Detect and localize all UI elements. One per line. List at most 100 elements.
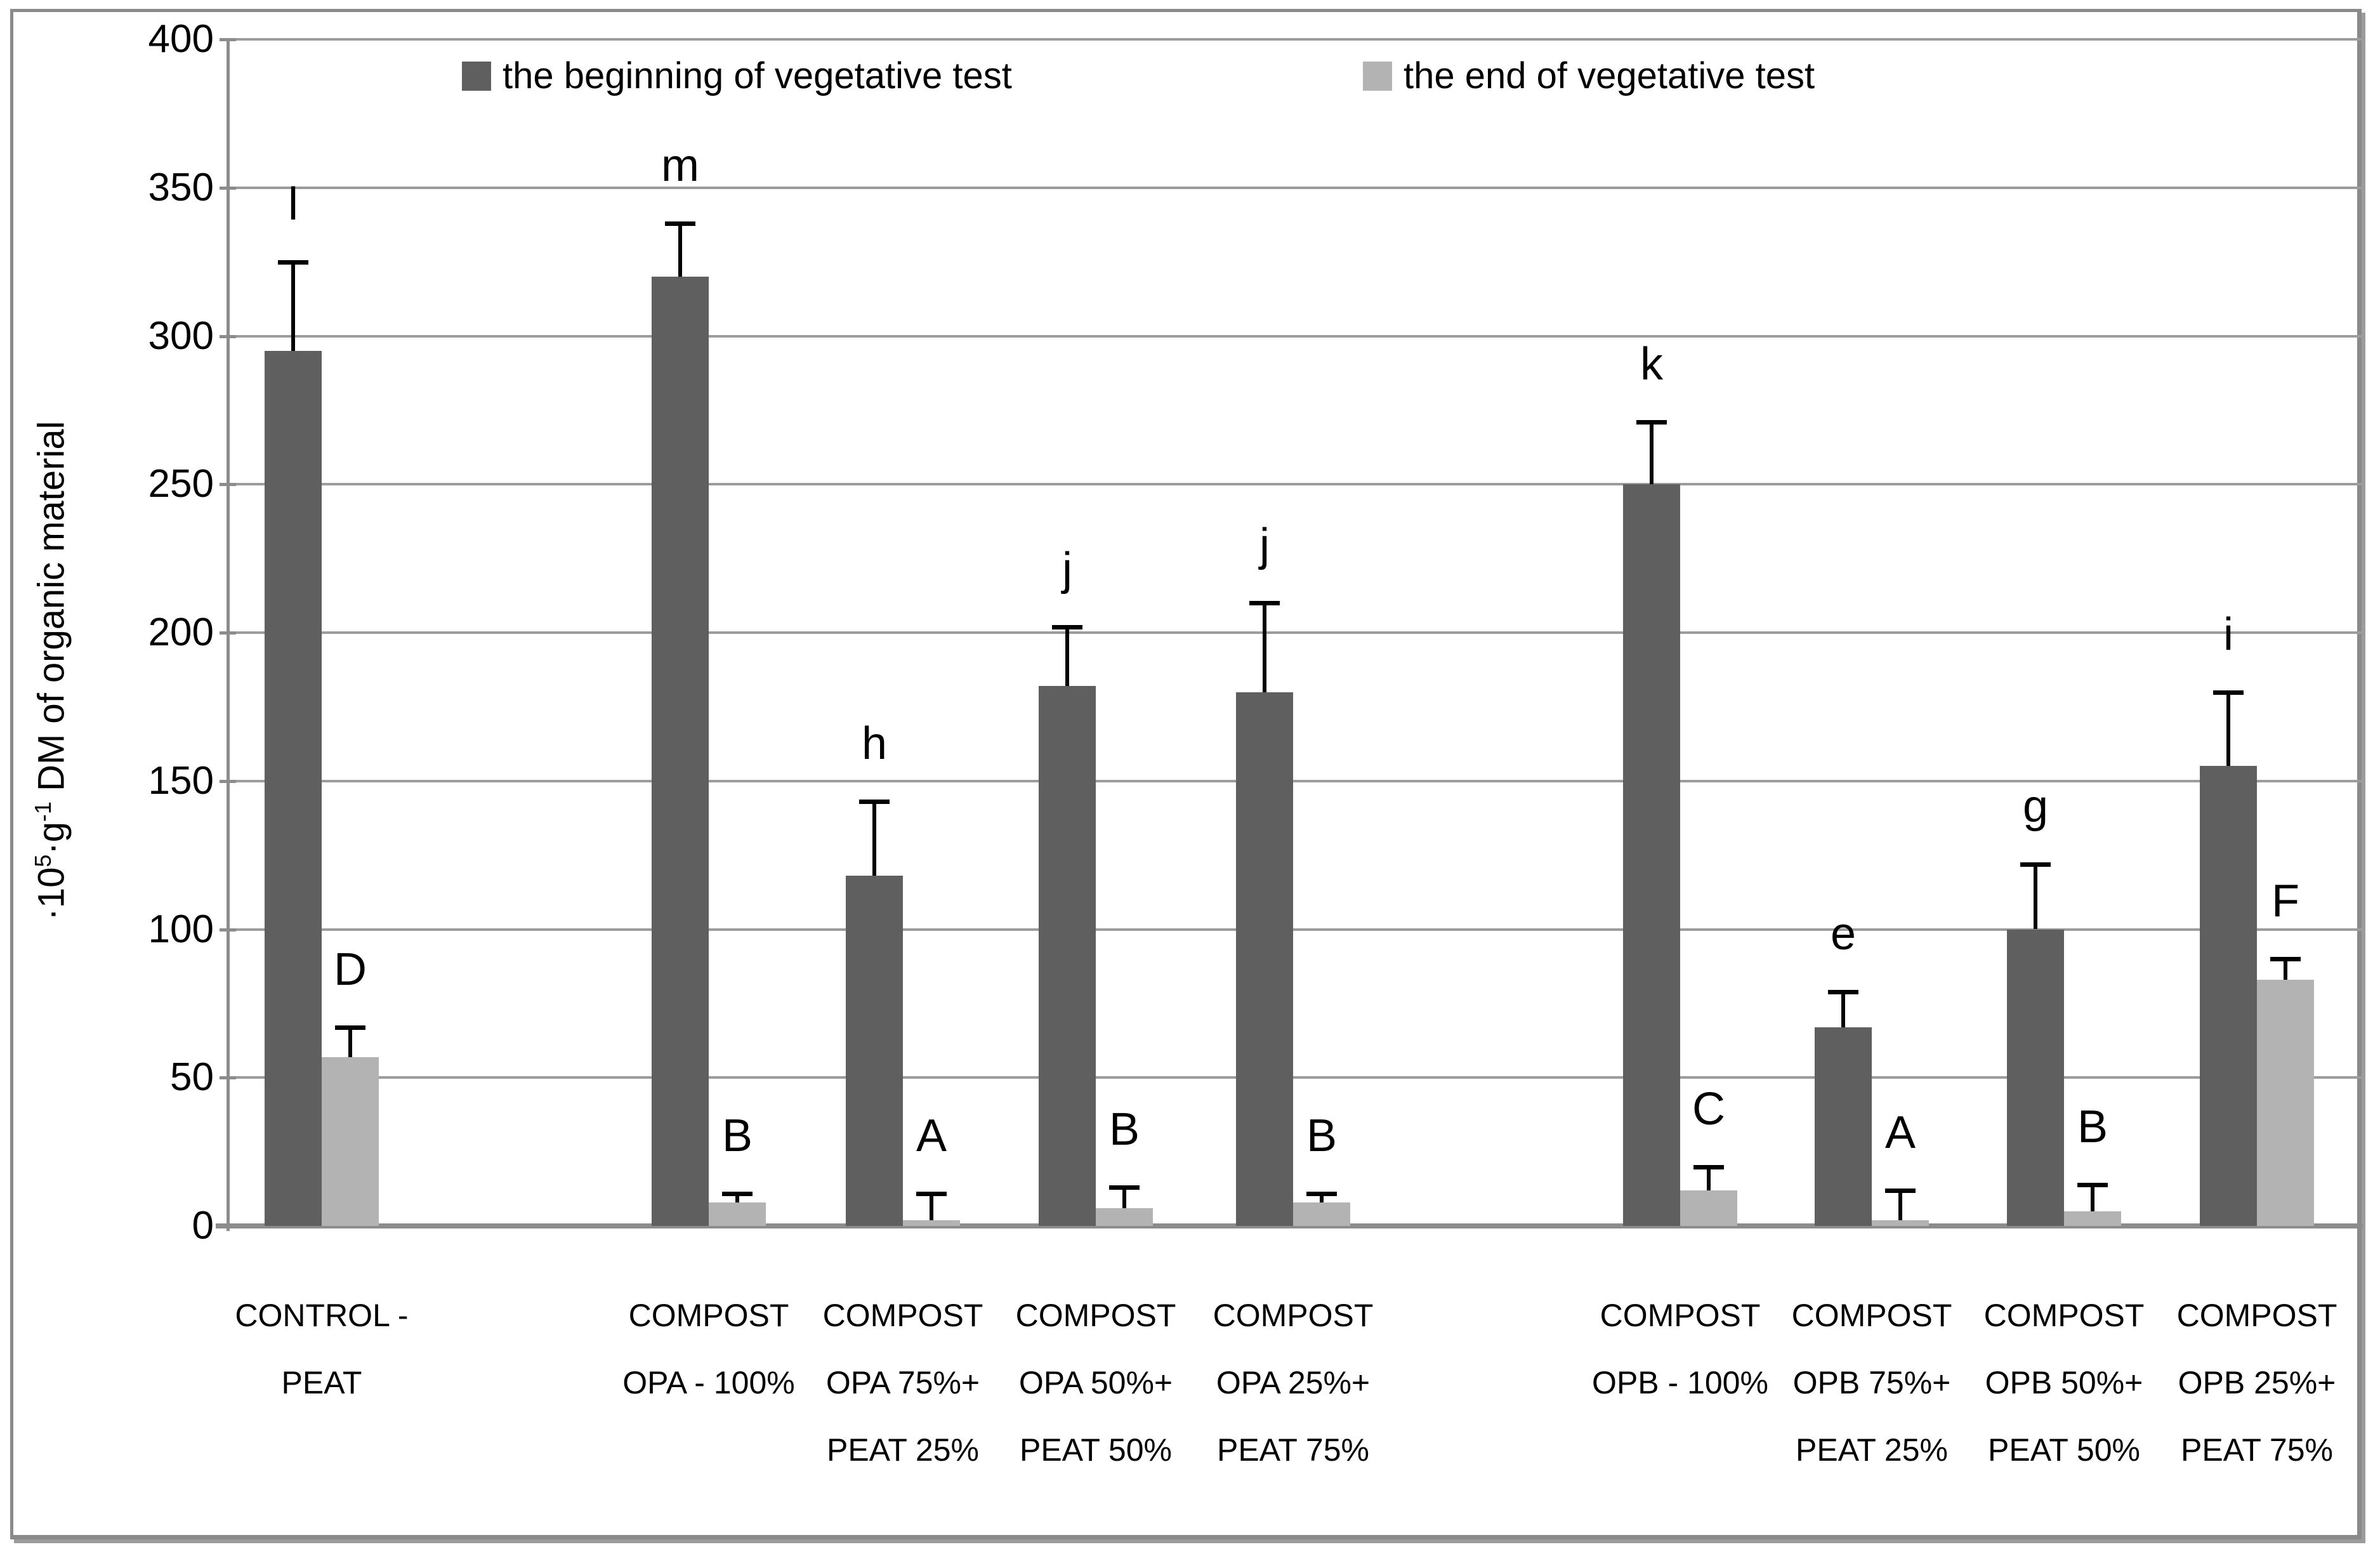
gridline-250 [227, 483, 2363, 486]
significance-letter-0-2: h [861, 718, 888, 770]
significance-letter-1-1: B [721, 1110, 753, 1161]
error-bar-1-0 [348, 1027, 352, 1057]
error-bar-0-0 [291, 261, 295, 351]
significance-letter-1-7: B [2077, 1101, 2108, 1152]
bar-end-2 [903, 1220, 960, 1226]
error-bar-1-8 [2284, 959, 2287, 980]
category-label-line: OPB 50%+ [1985, 1365, 2143, 1400]
category-label-7: COMPOST OPB 50%+ PEAT 50% [1959, 1282, 2169, 1484]
category-label-line: COMPOST [1983, 1298, 2145, 1333]
category-label-line: PEAT 25% [827, 1432, 979, 1468]
error-bar-0-3 [1065, 626, 1069, 687]
category-label-4: COMPOST OPA 25%+ PEAT 75% [1188, 1282, 1398, 1484]
category-label-5: COMPOST OPB - 100% [1575, 1282, 1785, 1416]
significance-letter-1-6: A [1884, 1107, 1916, 1158]
bar-beginning-0 [265, 350, 322, 1226]
gridline-350 [227, 186, 2363, 189]
significance-letter-0-1: m [661, 140, 699, 191]
y-axis-title: ·105·g-1 DM of organic material [30, 421, 72, 921]
error-cap-1-1 [722, 1191, 753, 1196]
legend-item-beginning: the beginning of vegetative test [462, 56, 1012, 96]
significance-letter-0-8: i [2223, 609, 2233, 660]
error-bar-0-4 [1263, 603, 1266, 692]
gridline-400 [227, 38, 2363, 41]
y-tick-label-50: 50 [170, 1055, 214, 1100]
bar-beginning-6 [1815, 1027, 1872, 1226]
bar-end-7 [2064, 1211, 2121, 1226]
error-cap-0-4 [1249, 601, 1280, 606]
category-label-line: PEAT 50% [1020, 1432, 1172, 1468]
significance-letter-0-3: j [1062, 543, 1072, 595]
error-cap-1-0 [335, 1025, 365, 1030]
bar-end-6 [1872, 1220, 1929, 1226]
category-label-line: OPA 75%+ [825, 1365, 980, 1400]
bar-end-5 [1680, 1190, 1737, 1226]
error-cap-0-1 [665, 221, 695, 226]
error-cap-1-8 [2270, 957, 2301, 962]
significance-letter-1-2: A [916, 1110, 947, 1161]
error-bar-0-6 [1841, 991, 1845, 1027]
y-tick-label-300: 300 [148, 313, 214, 358]
gridline-150 [227, 779, 2363, 782]
error-bar-0-5 [1650, 422, 1654, 485]
bar-end-1 [709, 1202, 766, 1226]
error-cap-0-5 [1636, 420, 1667, 425]
error-cap-1-7 [2077, 1182, 2108, 1187]
category-label-line: OPB 25%+ [2178, 1365, 2336, 1400]
gridline-50 [227, 1076, 2363, 1079]
error-cap-1-4 [1306, 1191, 1337, 1196]
gridline-300 [227, 334, 2363, 338]
error-cap-0-3 [1052, 624, 1082, 629]
significance-letter-0-6: e [1830, 908, 1857, 959]
category-label-line: PEAT 75% [1217, 1432, 1369, 1468]
category-label-line: PEAT 75% [2181, 1432, 2333, 1468]
category-label-6: COMPOST OPB 75%+ PEAT 25% [1767, 1282, 1976, 1484]
error-cap-0-2 [859, 800, 890, 805]
category-label-line: OPA 50%+ [1018, 1365, 1173, 1400]
error-bar-1-1 [735, 1193, 739, 1202]
bar-beginning-1 [652, 277, 709, 1226]
error-bar-0-2 [872, 801, 876, 876]
x-axis-line [216, 1223, 2363, 1228]
significance-letter-1-3: B [1108, 1104, 1140, 1156]
significance-letter-1-0: D [334, 944, 367, 995]
category-label-line: PEAT 25% [1796, 1432, 1948, 1468]
category-label-line: COMPOST [1600, 1298, 1761, 1333]
error-bar-1-3 [1122, 1187, 1126, 1208]
category-label-line: COMPOST [1015, 1298, 1176, 1333]
category-label-line: COMPOST [628, 1298, 789, 1333]
category-label-3: COMPOST OPA 50%+ PEAT 50% [991, 1282, 1200, 1484]
bar-beginning-8 [2200, 766, 2257, 1226]
error-cap-0-6 [1828, 989, 1858, 994]
error-cap-1-2 [916, 1191, 947, 1196]
error-bar-1-5 [1707, 1166, 1711, 1190]
y-tick-label-200: 200 [148, 610, 214, 654]
error-bar-0-7 [2034, 864, 2037, 930]
bar-beginning-7 [2007, 929, 2064, 1226]
gridline-200 [227, 631, 2363, 634]
error-cap-1-3 [1109, 1185, 1140, 1190]
error-bar-1-6 [1898, 1190, 1902, 1220]
category-label-2: COMPOST OPA 75%+ PEAT 25% [798, 1282, 1008, 1484]
figure-frame [10, 9, 2362, 1539]
significance-letter-1-5: C [1692, 1083, 1725, 1135]
y-tick-label-400: 400 [148, 17, 214, 61]
bar-end-4 [1293, 1202, 1350, 1226]
bar-end-8 [2257, 979, 2314, 1226]
category-label-line: OPB 75%+ [1792, 1365, 1951, 1400]
category-label-line: COMPOST [1213, 1298, 1374, 1333]
category-label-8: COMPOST OPB 25%+ PEAT 75% [2152, 1282, 2362, 1484]
category-label-line: COMPOST [1791, 1298, 1952, 1333]
bar-beginning-2 [846, 876, 903, 1226]
significance-letter-1-8: F [2272, 876, 2299, 927]
error-cap-1-6 [1885, 1188, 1916, 1193]
category-label-line: PEAT [281, 1365, 362, 1400]
error-bar-0-8 [2226, 692, 2230, 767]
category-label-line: OPB - 100% [1592, 1365, 1768, 1400]
error-cap-0-8 [2213, 690, 2244, 695]
category-label-line: COMPOST [2176, 1298, 2337, 1333]
legend: the beginning of vegetative test the end… [0, 56, 2380, 100]
significance-letter-0-4: j [1259, 520, 1270, 571]
error-bar-1-4 [1320, 1193, 1324, 1202]
legend-item-end: the end of vegetative test [1363, 56, 1815, 96]
